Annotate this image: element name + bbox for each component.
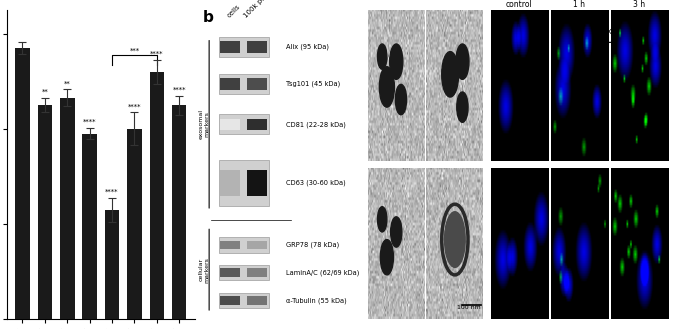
Circle shape — [391, 217, 402, 247]
Text: cellular
markers: cellular markers — [199, 257, 210, 283]
Text: Alix (95 kDa): Alix (95 kDa) — [286, 44, 329, 50]
Text: cells: cells — [227, 4, 242, 19]
FancyBboxPatch shape — [247, 296, 267, 305]
FancyBboxPatch shape — [220, 268, 240, 277]
Bar — [150, 72, 164, 319]
FancyBboxPatch shape — [220, 170, 240, 196]
FancyBboxPatch shape — [220, 296, 240, 305]
Title: control: control — [506, 0, 533, 9]
FancyBboxPatch shape — [219, 293, 269, 308]
Text: α-Tubulin (55 kDa): α-Tubulin (55 kDa) — [286, 297, 347, 304]
Text: ****: **** — [83, 119, 97, 125]
Text: + 100k pellet: + 100k pellet — [584, 27, 636, 36]
FancyBboxPatch shape — [220, 78, 240, 90]
Text: c: c — [370, 10, 379, 25]
Bar — [38, 105, 52, 319]
FancyBboxPatch shape — [220, 41, 240, 53]
Text: ****: **** — [173, 87, 186, 93]
Text: 100 nm: 100 nm — [458, 305, 481, 310]
Bar — [15, 48, 30, 319]
Title: 3 h: 3 h — [633, 0, 645, 9]
Bar — [60, 98, 74, 319]
Text: GRP78 (78 kDa): GRP78 (78 kDa) — [286, 242, 340, 248]
Text: LaminA/C (62/69 kDa): LaminA/C (62/69 kDa) — [286, 269, 359, 276]
Circle shape — [377, 207, 387, 232]
Circle shape — [457, 92, 468, 122]
FancyBboxPatch shape — [247, 119, 267, 130]
Text: ****: **** — [128, 103, 141, 109]
Circle shape — [380, 240, 394, 275]
Bar — [172, 105, 186, 319]
FancyBboxPatch shape — [247, 240, 267, 249]
FancyBboxPatch shape — [219, 114, 269, 134]
FancyBboxPatch shape — [220, 119, 240, 130]
Circle shape — [441, 52, 458, 97]
FancyBboxPatch shape — [219, 37, 269, 57]
FancyBboxPatch shape — [247, 78, 267, 90]
Circle shape — [389, 44, 403, 79]
Text: ***: *** — [130, 48, 140, 54]
Text: ****: **** — [150, 51, 163, 57]
FancyBboxPatch shape — [219, 160, 269, 206]
Text: **: ** — [64, 81, 71, 87]
Text: d: d — [491, 10, 502, 25]
FancyBboxPatch shape — [247, 41, 267, 53]
Text: ****: **** — [105, 189, 119, 195]
Text: b: b — [203, 10, 214, 25]
Text: **: ** — [41, 89, 48, 95]
Text: Tsg101 (45 kDa): Tsg101 (45 kDa) — [286, 81, 340, 87]
FancyBboxPatch shape — [219, 74, 269, 94]
Text: CD81 (22-28 kDa): CD81 (22-28 kDa) — [286, 121, 346, 128]
FancyBboxPatch shape — [219, 237, 269, 253]
Bar — [127, 129, 142, 319]
FancyBboxPatch shape — [247, 268, 267, 277]
Circle shape — [396, 85, 406, 115]
Text: 100k pellet: 100k pellet — [243, 0, 275, 19]
FancyBboxPatch shape — [219, 265, 269, 280]
FancyBboxPatch shape — [247, 170, 267, 196]
Text: CD63 (30-60 kDa): CD63 (30-60 kDa) — [286, 180, 346, 186]
Circle shape — [445, 212, 465, 267]
Circle shape — [456, 44, 469, 79]
Text: exosomal
markers: exosomal markers — [199, 109, 210, 139]
Bar — [105, 210, 119, 319]
Title: 1 h: 1 h — [573, 0, 585, 9]
Circle shape — [377, 44, 387, 69]
Circle shape — [379, 67, 394, 107]
FancyBboxPatch shape — [220, 240, 240, 249]
Bar — [82, 134, 97, 319]
